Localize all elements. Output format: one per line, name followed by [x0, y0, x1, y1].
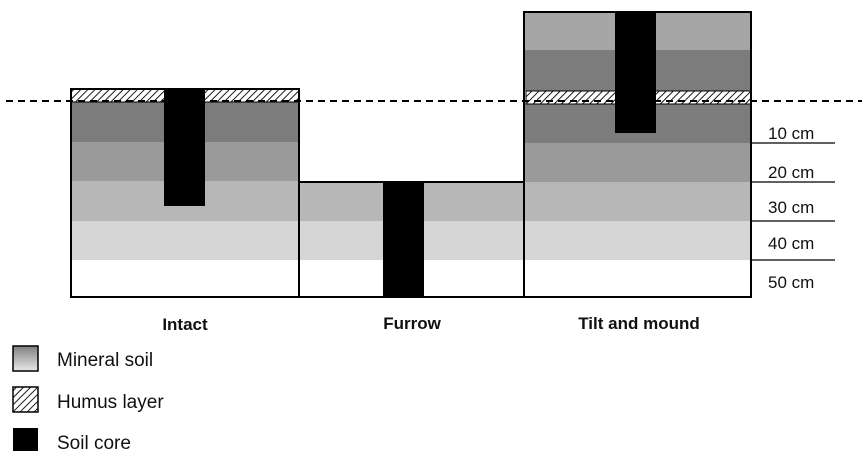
depth-label-30cm: 30 cm	[768, 198, 814, 217]
depth-label-10cm: 10 cm	[768, 124, 814, 143]
mound-soil-core	[615, 12, 656, 133]
depth-label-50cm: 50 cm	[768, 273, 814, 292]
mound-band-20cm	[524, 143, 751, 182]
mound-band-40cm	[524, 221, 751, 260]
mound-band-30cm	[524, 182, 751, 221]
column-label-tilt-and-mound: Tilt and mound	[578, 314, 700, 333]
legend-label-mineral-soil: Mineral soil	[57, 350, 153, 371]
intact-band-40cm	[71, 221, 299, 260]
legend-swatch-soil-core	[13, 428, 38, 451]
furrow-soil-core	[383, 182, 424, 297]
legend-label-soil-core: Soil core	[57, 433, 131, 451]
legend-swatch-humus-layer	[12, 386, 39, 413]
intact-band-50cm	[71, 260, 299, 297]
legend: Mineral soil Humus layer Soil core	[12, 345, 164, 451]
column-label-intact: Intact	[162, 315, 208, 334]
mound-band-50cm	[524, 260, 751, 297]
legend-label-humus-layer: Humus layer	[57, 392, 164, 413]
column-label-furrow: Furrow	[383, 314, 441, 333]
intact-soil-core	[164, 89, 205, 206]
depth-scale: 10 cm 20 cm 30 cm 40 cm 50 cm	[751, 124, 835, 292]
intact-column	[70, 88, 300, 298]
depth-label-20cm: 20 cm	[768, 163, 814, 182]
depth-label-40cm: 40 cm	[768, 234, 814, 253]
furrow-column	[298, 181, 525, 298]
tilt-and-mound-column	[523, 11, 752, 298]
legend-swatch-mineral-soil	[12, 345, 39, 372]
